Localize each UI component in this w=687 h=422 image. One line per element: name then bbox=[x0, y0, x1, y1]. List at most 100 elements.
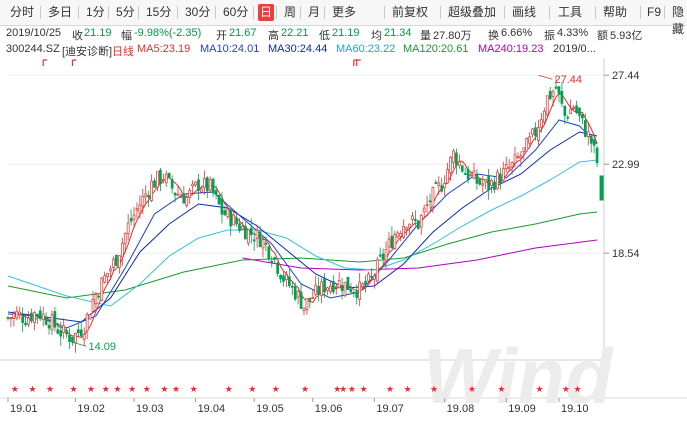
close-label: 收 bbox=[72, 30, 83, 42]
candle-body bbox=[62, 325, 66, 333]
candle-body bbox=[308, 297, 312, 301]
candle-body bbox=[384, 249, 388, 262]
candle-body bbox=[9, 317, 13, 320]
overlay-button[interactable]: 超级叠加 bbox=[448, 5, 497, 19]
tab-multi-day[interactable]: 多日 bbox=[48, 5, 73, 19]
candle-body bbox=[367, 273, 370, 282]
candle-body bbox=[358, 281, 362, 300]
candle-body bbox=[364, 280, 367, 286]
candle-body bbox=[249, 227, 253, 236]
toolbar-divider bbox=[177, 6, 178, 19]
tab-daily[interactable]: 日 bbox=[258, 4, 275, 21]
candle-body bbox=[71, 336, 74, 343]
candle-body bbox=[504, 164, 508, 169]
date-label: 19.02 bbox=[77, 403, 105, 415]
turnover-label: 换 bbox=[488, 30, 499, 42]
toolbar-divider bbox=[549, 6, 550, 19]
date-label: 19.09 bbox=[508, 403, 536, 415]
more-periods-button[interactable]: 更多 bbox=[332, 5, 357, 19]
candle-body bbox=[65, 330, 68, 335]
y-axis-ticks: 27.44 22.99 18.54 bbox=[8, 70, 640, 260]
tab-1min[interactable]: 1分 bbox=[86, 5, 105, 19]
candle-body bbox=[59, 330, 63, 337]
candle-body bbox=[135, 208, 139, 211]
candle-body bbox=[586, 131, 590, 137]
event-star-marker: ★ bbox=[143, 384, 151, 394]
candle-body bbox=[191, 183, 194, 187]
avg-value: 21.34 bbox=[384, 27, 412, 39]
candle-body bbox=[449, 156, 452, 174]
candle-body bbox=[522, 147, 526, 152]
tab-monthly[interactable]: 月 bbox=[308, 5, 321, 19]
candle-body bbox=[276, 262, 279, 274]
ma240-line bbox=[242, 239, 598, 271]
tab-5min[interactable]: 5分 bbox=[116, 5, 135, 19]
candle-body bbox=[6, 317, 10, 319]
candle-body bbox=[296, 291, 300, 298]
candle-body bbox=[15, 310, 19, 319]
event-star-marker: ★ bbox=[497, 384, 505, 394]
candle-body bbox=[343, 281, 347, 296]
candle-body bbox=[217, 194, 221, 205]
candle-body bbox=[167, 173, 171, 178]
candle-body bbox=[452, 150, 455, 163]
candle-body bbox=[47, 325, 51, 329]
candle-body bbox=[120, 242, 124, 258]
date-label: 19.10 bbox=[561, 403, 589, 415]
event-flag-marker bbox=[42, 59, 48, 66]
candle-body bbox=[531, 128, 534, 135]
candle-body bbox=[329, 285, 332, 293]
candle-body bbox=[33, 312, 36, 323]
candle-body bbox=[478, 178, 482, 185]
candle-body bbox=[182, 194, 186, 204]
help-button[interactable]: 帮助 bbox=[603, 5, 628, 19]
candle-body bbox=[264, 242, 268, 245]
tab-15min[interactable]: 15分 bbox=[146, 5, 172, 19]
candle-body bbox=[534, 127, 537, 137]
tab-weekly[interactable]: 周 bbox=[284, 5, 297, 19]
candle-body bbox=[106, 273, 109, 277]
candle-body bbox=[35, 313, 39, 316]
candle-body bbox=[563, 105, 567, 116]
candle-body bbox=[147, 194, 151, 198]
tools-button[interactable]: 工具 bbox=[558, 5, 583, 19]
candle-body bbox=[437, 182, 441, 186]
candle-body bbox=[499, 173, 502, 183]
f9-button[interactable]: F9 bbox=[647, 5, 662, 19]
candle-body bbox=[440, 185, 444, 192]
candle-body bbox=[334, 286, 338, 289]
ma30-value: MA30:24.44 bbox=[268, 43, 328, 55]
date-labels: 19.01 19.02 19.03 19.04 19.05 19.06 19.07 19.08… bbox=[7, 398, 589, 415]
high-label: 高 bbox=[268, 30, 279, 42]
ma5-line bbox=[7, 93, 598, 338]
toolbar-divider bbox=[40, 6, 41, 19]
candle-body bbox=[355, 291, 359, 298]
forward-adjust-button[interactable]: 前复权 bbox=[392, 5, 429, 19]
tab-30min[interactable]: 30分 bbox=[185, 5, 211, 19]
candle-body bbox=[85, 314, 89, 332]
candle-body bbox=[285, 274, 288, 281]
hide-button[interactable]: 隐藏 bbox=[672, 5, 685, 36]
candle-body bbox=[501, 168, 505, 181]
candle-body bbox=[144, 193, 148, 198]
candle-body bbox=[197, 179, 200, 191]
candle-body bbox=[326, 287, 329, 291]
event-star-marker: ★ bbox=[69, 384, 77, 394]
candle-body bbox=[317, 285, 321, 295]
event-star-marker: ★ bbox=[113, 384, 121, 394]
candle-body bbox=[484, 179, 488, 183]
draw-line-button[interactable]: 画线 bbox=[512, 5, 537, 19]
candle-body bbox=[153, 180, 156, 188]
candle-body bbox=[299, 291, 303, 309]
event-star-marker: ★ bbox=[102, 384, 110, 394]
tab-intraday[interactable]: 分时 bbox=[10, 5, 35, 19]
ma-legend: 300244.SZ [迪安诊断] 日线 MA5:23.19 MA10:24.01… bbox=[0, 42, 687, 58]
low-label: 低 bbox=[319, 30, 330, 42]
candle-body bbox=[273, 257, 277, 260]
candle-body bbox=[390, 235, 394, 249]
event-star-marker: ★ bbox=[128, 384, 136, 394]
event-star-marker: ★ bbox=[574, 384, 582, 394]
tab-60min[interactable]: 60分 bbox=[223, 5, 249, 19]
candle-body bbox=[425, 204, 429, 206]
